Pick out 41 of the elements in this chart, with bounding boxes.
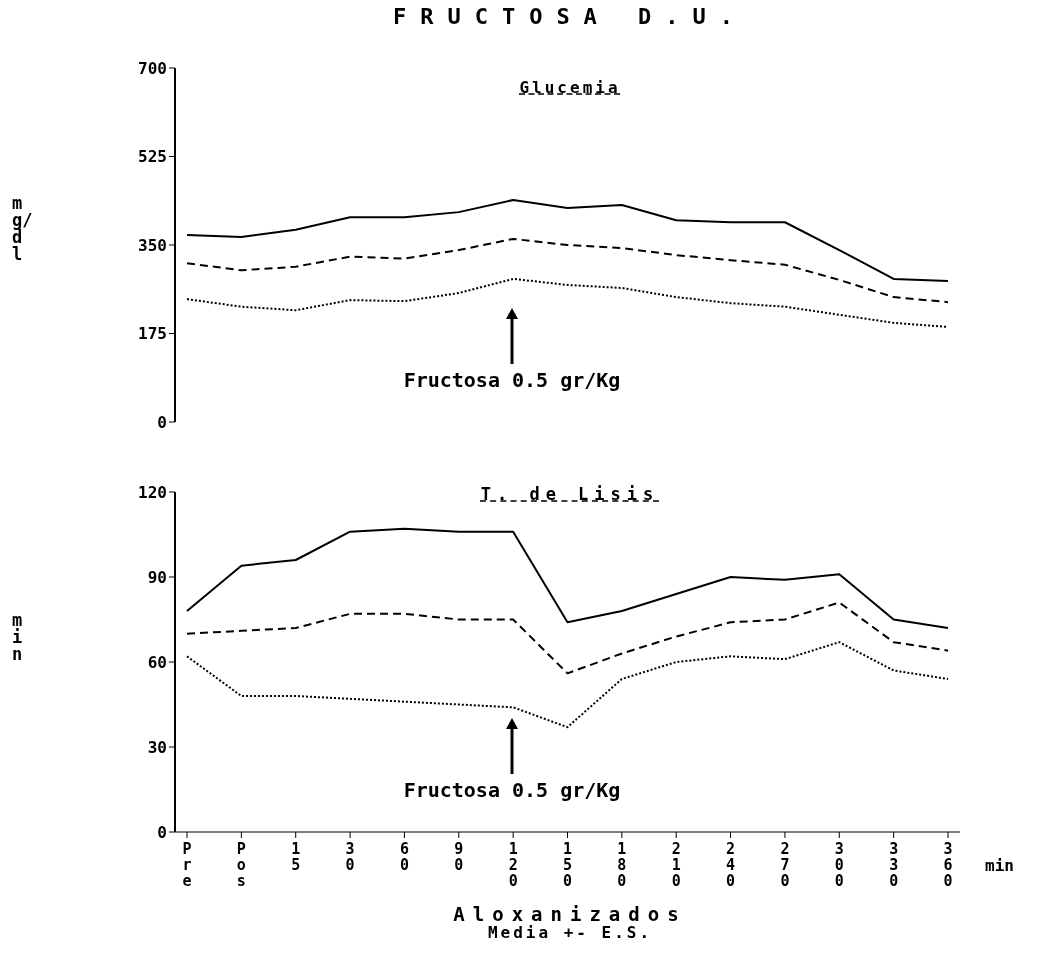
text: Glucemia — [518, 78, 622, 97]
y-tick-label: 350 — [138, 235, 167, 255]
x-tick-label: 240 — [726, 840, 736, 890]
line-series — [186, 527, 949, 629]
x-tick-label: Pre — [182, 840, 192, 890]
y-tick-label: 120 — [138, 482, 167, 502]
x-tick-label: 120 — [508, 840, 518, 890]
y-axis-title: mg/dl — [12, 193, 33, 264]
x-axis-title: min — [985, 856, 1014, 875]
y-tick-label: 30 — [147, 737, 167, 757]
y-tick-label: 90 — [147, 567, 167, 587]
x-tick-label: 330 — [889, 840, 899, 890]
x-tick-label: Pos — [236, 840, 246, 890]
y-tick-label: 700 — [138, 58, 167, 78]
line-series — [186, 237, 949, 304]
x-tick-label: 300 — [834, 840, 844, 890]
text: Media +- E.S. — [486, 923, 654, 942]
line-series — [186, 601, 949, 675]
x-tick-label: 90 — [454, 840, 464, 874]
y-tick-label: 0 — [157, 412, 167, 432]
chart-title: T. de Lisis — [479, 484, 661, 504]
text: Aloxanizados — [452, 903, 688, 925]
y-tick-label: 0 — [157, 822, 167, 842]
y-axis-title: min — [12, 610, 23, 664]
y-tick-label: 60 — [147, 652, 167, 672]
line-series — [186, 641, 949, 729]
x-tick-label: 270 — [780, 840, 790, 890]
annotation: Fructosa 0.5 gr/Kg — [402, 368, 622, 392]
x-tick-label: 15 — [291, 840, 301, 874]
annotation: Fructosa 0.5 gr/Kg — [402, 778, 622, 802]
x-tick-label: 150 — [562, 840, 573, 890]
chart-title: FRUCTOSA D.U. — [391, 4, 749, 29]
x-tick-label: 60 — [399, 840, 409, 874]
line-series — [186, 198, 949, 282]
y-tick-label: 175 — [138, 324, 167, 344]
x-tick-label: 210 — [671, 840, 681, 890]
x-tick-label: 360 — [943, 840, 953, 890]
x-tick-label: 30 — [345, 840, 355, 874]
line-series — [186, 277, 949, 328]
x-tick-label: 180 — [617, 840, 627, 890]
y-tick-label: 525 — [138, 147, 167, 167]
